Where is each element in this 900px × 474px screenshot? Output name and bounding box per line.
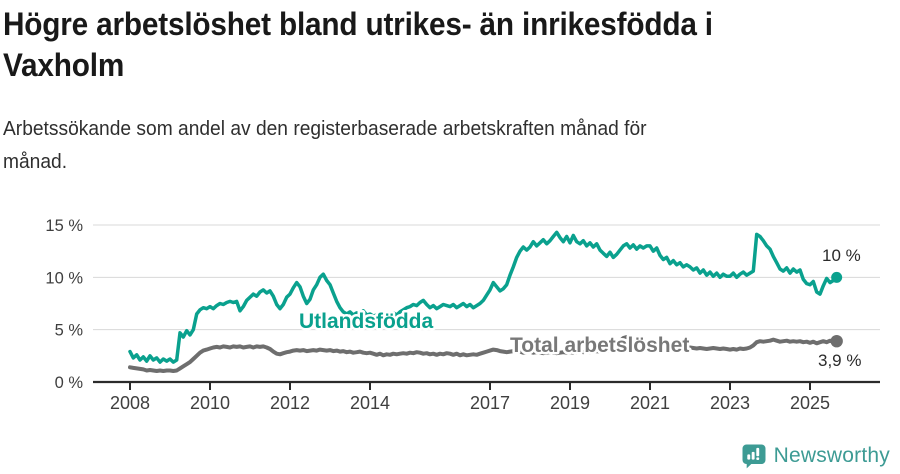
x-axis-tick-label: 2012: [270, 393, 310, 413]
end-value-label-total: 3,9 %: [818, 351, 861, 370]
x-axis-tick-label: 2008: [110, 393, 150, 413]
x-axis-tick-label: 2010: [190, 393, 230, 413]
brand-name: Newsworthy: [773, 444, 890, 467]
series-label-utlandsfodda: Utlandsfödda: [299, 310, 433, 333]
series-line-utlandsfodda: [128, 230, 839, 364]
newsworthy-logo-icon: [742, 444, 766, 469]
y-axis-tick-label: 5 %: [55, 322, 84, 340]
series-end-dot: [830, 334, 843, 348]
x-axis-tick-label: 2025: [790, 393, 830, 413]
brand-footer: Newsworthy: [741, 443, 890, 469]
series-label-total-arbetsloshet: Total arbetslöshet: [510, 334, 689, 357]
axis-label-layer: 0 % 5 % 10 % 15 % 2008 2010 2012 2014 2017 2019 20…: [45, 217, 830, 413]
header: Högre arbetslöshet bland utrikes- än inr…: [3, 4, 897, 179]
label-layer: Utlandsfödda Total arbetslöshet 10 % 3,9…: [297, 246, 862, 370]
subtitle-line-2: månad.: [3, 151, 68, 173]
page-title: Högre arbetslöshet bland utrikes- än inr…: [3, 4, 900, 86]
series-layer: [128, 230, 843, 373]
x-axis-tick-label: 2017: [470, 393, 510, 413]
y-axis-tick-label: 10 %: [45, 269, 83, 287]
grid-layer: [93, 224, 880, 390]
chart-subtitle: Arbetssökande som andel av den registerb…: [3, 113, 900, 179]
y-axis-tick-label: 15 %: [45, 217, 83, 235]
x-axis-tick-label: 2023: [710, 393, 750, 413]
x-axis-tick-label: 2019: [550, 393, 590, 413]
subtitle-line-1: Arbetssökande som andel av den registerb…: [3, 118, 647, 140]
series-end-dot: [831, 271, 843, 283]
x-axis-tick-label: 2021: [630, 393, 670, 413]
x-axis-tick-label: 2014: [350, 393, 390, 413]
y-axis-tick-label: 0 %: [55, 374, 84, 392]
series-line-total: [128, 335, 839, 373]
title-line-2: Vaxholm: [3, 47, 125, 83]
title-line-1: Högre arbetslöshet bland utrikes- än inr…: [3, 6, 713, 42]
end-value-label-utlandsfodda: 10 %: [822, 246, 861, 265]
